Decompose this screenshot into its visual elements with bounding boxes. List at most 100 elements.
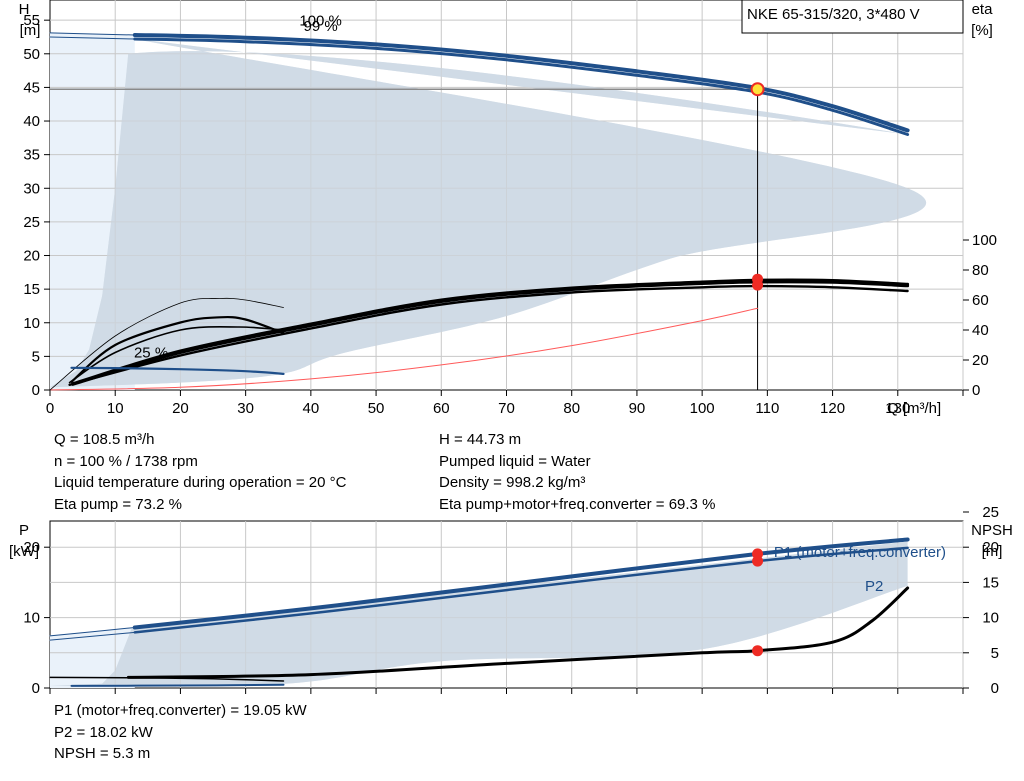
title-box bbox=[741, 0, 964, 34]
x-tick-label-100: 100 bbox=[690, 400, 715, 417]
p2-extension bbox=[49, 631, 136, 641]
density-value: Density = 998.2 kg/m³ bbox=[439, 474, 586, 491]
npsh-tick-label-0: 0 bbox=[991, 680, 999, 697]
y-tick-label-5: 5 bbox=[32, 348, 40, 365]
y-tick-label-35: 35 bbox=[23, 147, 40, 164]
h-99-extension bbox=[49, 36, 136, 40]
eta-total-marker bbox=[752, 279, 764, 291]
left-axis-label-h: H bbox=[19, 1, 30, 18]
npsh-tick-label-10: 10 bbox=[982, 610, 999, 627]
power-region-overlay bbox=[50, 541, 908, 687]
eta-tick-label-100: 100 bbox=[972, 232, 997, 249]
x-tick-label-80: 80 bbox=[563, 400, 580, 417]
left-axis-unit-m: [m] bbox=[20, 22, 41, 39]
x-tick-label-90: 90 bbox=[629, 400, 646, 417]
chart-title: NKE 65-315/320, 3*480 V bbox=[747, 6, 920, 23]
x-tick-label-70: 70 bbox=[498, 400, 515, 417]
p1-extension bbox=[49, 627, 136, 637]
pumped-liquid-value: Pumped liquid = Water bbox=[439, 452, 591, 470]
p-25-curve bbox=[70, 683, 285, 687]
npsh-curve bbox=[126, 586, 910, 679]
operating-point-info-2: H = 44.73 m Pumped liquid = Water Densit… bbox=[439, 429, 715, 515]
p1-legend-label: P1 (motor+freq.converter) bbox=[774, 544, 946, 561]
y-tick-label-50: 50 bbox=[23, 46, 40, 63]
right-axis-unit-percent: [%] bbox=[971, 22, 993, 39]
x-axis-label: Q [m³/h] bbox=[887, 400, 941, 417]
operating-point-info: Q = 108.5 m³/h n = 100 % / 1738 rpm Liqu… bbox=[54, 429, 346, 515]
liquid-temperature-value: Liquid temperature during operation = 20… bbox=[54, 474, 347, 491]
npsh-value: NPSH = 5.3 m bbox=[54, 745, 151, 762]
p1-curve bbox=[132, 537, 910, 630]
h-99-curve bbox=[133, 37, 910, 136]
x-tick-label-130: 130 bbox=[885, 400, 910, 417]
x-tick-label-30: 30 bbox=[237, 400, 254, 417]
eta-tick-label-0: 0 bbox=[972, 382, 980, 399]
y-tick-label-25: 25 bbox=[23, 214, 40, 231]
p2-legend-label: P2 bbox=[865, 578, 883, 595]
eta-tick-label-20: 20 bbox=[972, 352, 989, 369]
x-tick-label-50: 50 bbox=[368, 400, 385, 417]
y-tick-label-55: 55 bbox=[23, 12, 40, 29]
eta-tick-label-60: 60 bbox=[972, 292, 989, 309]
npsh-tick-label-5: 5 bbox=[991, 645, 999, 662]
right-axis-label-eta: eta bbox=[972, 1, 994, 18]
operating-point-marker bbox=[750, 82, 765, 97]
y-tick-label-0: 0 bbox=[32, 382, 40, 399]
y-tick-label-45: 45 bbox=[23, 79, 40, 96]
npsh-axis-unit: [m] bbox=[982, 543, 1003, 560]
x-tick-label-110: 110 bbox=[755, 400, 779, 417]
y-tick-label-10: 10 bbox=[23, 315, 40, 332]
flow-value: Q = 108.5 m³/h bbox=[54, 431, 155, 448]
x-tick-label-10: 10 bbox=[107, 400, 124, 417]
speed-label-100: 100 % bbox=[299, 13, 342, 30]
speed-label-99: 99 % bbox=[304, 18, 338, 35]
eta-total-curve bbox=[68, 284, 909, 386]
eta-total-value: Eta pump+motor+freq.converter = 69.3 % bbox=[439, 495, 716, 513]
p2-value: P2 = 18.02 kW bbox=[54, 723, 153, 741]
power-info: P1 (motor+freq.converter) = 19.05 kW P2 … bbox=[54, 700, 307, 765]
h-100-extension bbox=[49, 32, 136, 36]
eta-25-thin-curve bbox=[49, 297, 284, 391]
eta-25-system-curve bbox=[68, 326, 285, 384]
x-tick-label-40: 40 bbox=[303, 400, 320, 417]
npsh-axis-label: NPSH bbox=[971, 522, 1013, 539]
eta-25-curve bbox=[70, 315, 285, 383]
p2-curve bbox=[133, 546, 909, 634]
power-chart-layers: 0 10 20 0 5 10 15 20 25 bbox=[23, 504, 999, 697]
head-efficiency-chart: 100 %99 %25 %0 10 20 30 40 50 60 70 80 90 100 110 12… bbox=[19, 0, 997, 417]
speed-label-25: 25 % bbox=[134, 345, 168, 362]
x-tick-label-20: 20 bbox=[172, 400, 189, 417]
eta-tick-label-40: 40 bbox=[972, 322, 989, 339]
npsh-tick-label-15: 15 bbox=[982, 574, 999, 591]
power-axis-unit: [kW] bbox=[9, 543, 39, 560]
eta-100-curve bbox=[71, 278, 910, 386]
operating-region-overlay bbox=[50, 38, 927, 388]
power-npsh-chart: 0 10 20 0 5 10 15 20 25 P [kW] NPSH [m] P1 (moto… bbox=[9, 504, 1013, 697]
head-value: H = 44.73 m bbox=[439, 431, 522, 448]
p1-value: P1 (motor+freq.converter) = 19.05 kW bbox=[54, 702, 307, 719]
y-tick-label-30: 30 bbox=[23, 180, 40, 197]
p2-marker bbox=[752, 555, 764, 567]
y-tick-label-20: 20 bbox=[23, 248, 40, 265]
y-tick-label-40: 40 bbox=[23, 113, 40, 130]
power-y-tick-label-20: 20 bbox=[23, 539, 40, 556]
power-y-tick-label-0: 0 bbox=[32, 680, 40, 697]
head-chart-layers: 100 %99 %25 %0 10 20 30 40 50 60 70 80 90 100 110 12… bbox=[23, 0, 997, 417]
eta-tick-label-80: 80 bbox=[972, 262, 989, 279]
h-25-curve bbox=[70, 366, 285, 375]
npsh-tick-label-25: 25 bbox=[982, 504, 999, 521]
system-curve bbox=[49, 307, 759, 391]
eta-99-curve bbox=[71, 280, 910, 386]
x-tick-label-0: 0 bbox=[46, 400, 54, 417]
power-y-tick-label-10: 10 bbox=[23, 610, 40, 627]
npsh-marker bbox=[752, 645, 764, 657]
npsh-tick-label-20: 20 bbox=[982, 539, 999, 556]
x-tick-label-120: 120 bbox=[820, 400, 845, 417]
power-axis-label: P bbox=[19, 522, 29, 539]
h-100-curve bbox=[132, 33, 910, 133]
y-tick-label-15: 15 bbox=[23, 281, 40, 298]
speed-value: n = 100 % / 1738 rpm bbox=[54, 452, 198, 470]
eta-pump-value: Eta pump = 73.2 % bbox=[54, 495, 182, 513]
x-tick-label-60: 60 bbox=[433, 400, 450, 417]
